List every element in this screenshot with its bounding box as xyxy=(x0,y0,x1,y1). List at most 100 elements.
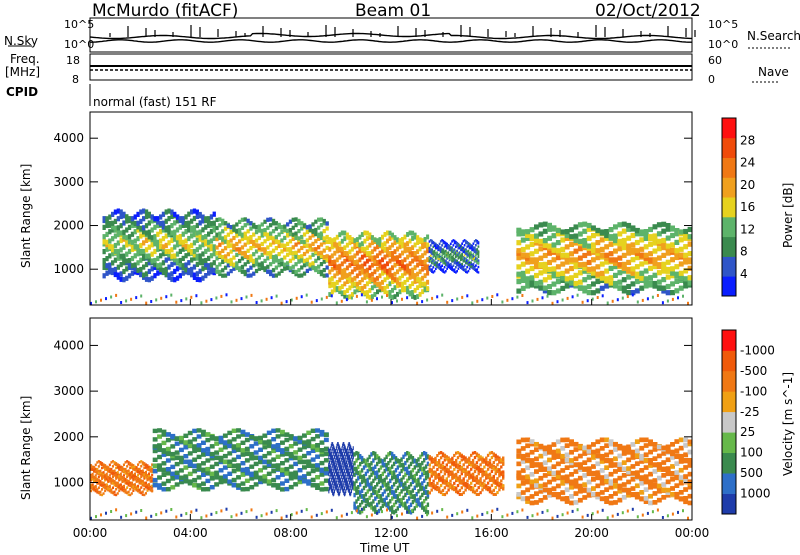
power-echo-cell xyxy=(657,270,662,275)
velocity-echo-cell xyxy=(197,463,202,467)
velocity-echo-cell xyxy=(306,479,311,483)
power-echo-cell xyxy=(560,229,565,234)
power-echo-cell xyxy=(626,260,631,265)
power-echo-cell xyxy=(218,223,221,227)
power-echo-cell xyxy=(574,257,579,262)
velocity-echo-cell xyxy=(236,434,241,438)
velocity-echo-cell xyxy=(148,483,150,486)
power-echo-cell xyxy=(142,209,145,214)
power-echo-cell xyxy=(309,224,312,228)
power-echo-cell xyxy=(560,275,565,280)
power-echo-cell xyxy=(478,256,480,258)
power-speckle xyxy=(366,300,368,303)
power-speckle xyxy=(276,295,278,298)
velocity-echo-cell xyxy=(162,487,167,491)
velocity-echo-cell xyxy=(110,489,112,492)
power-echo-cell xyxy=(204,273,207,278)
velocity-echo-cell xyxy=(166,487,171,491)
power-echo-cell xyxy=(309,255,312,259)
power-speckle xyxy=(461,296,463,299)
power-echo-cell xyxy=(516,289,521,294)
velocity-echo-cell xyxy=(157,443,162,447)
power-echo-cell xyxy=(538,239,543,244)
velocity-echo-cell xyxy=(284,447,289,451)
power-speckle xyxy=(657,294,659,297)
power-echo-cell xyxy=(613,224,618,229)
power-speckle xyxy=(511,297,513,300)
velocity-echo-cell xyxy=(306,444,311,448)
velocity-echo-cell xyxy=(227,460,232,464)
power-speckle xyxy=(436,295,438,298)
power-speckle xyxy=(687,302,689,305)
velocity-echo-cell xyxy=(324,438,329,442)
velocity-echo-cell xyxy=(245,471,250,475)
power-echo-cell xyxy=(232,256,235,260)
power-echo-cell xyxy=(283,225,286,229)
power-echo-cell xyxy=(595,288,600,293)
velocity-echo-cell xyxy=(162,473,167,477)
power-echo-cell xyxy=(600,237,605,242)
velocity-echo-cell xyxy=(175,456,180,460)
power-speckle xyxy=(331,294,333,297)
velocity-echo-cell xyxy=(205,447,210,451)
power-echo-cell xyxy=(666,275,671,280)
power-speckle xyxy=(481,298,483,301)
power-speckle xyxy=(100,299,102,302)
velocity-echo-cell xyxy=(192,478,197,482)
power-echo-cell xyxy=(569,275,574,280)
power-speckle xyxy=(637,301,639,304)
velocity-echo-cell xyxy=(175,482,180,486)
power-echo-cell xyxy=(595,272,600,277)
power-speckle xyxy=(145,302,147,305)
power-echo-cell xyxy=(373,277,376,282)
power-echo-cell xyxy=(323,249,326,253)
power-echo-cell xyxy=(294,243,297,247)
velocity-echo-cell xyxy=(140,486,142,489)
power-echo-cell xyxy=(653,238,658,243)
power-speckle xyxy=(627,295,629,298)
power-echo-cell xyxy=(560,262,565,267)
velocity-echo-cell xyxy=(232,429,237,433)
power-echo-cell xyxy=(473,243,475,245)
power-echo-cell xyxy=(653,281,658,286)
power-echo-cell xyxy=(609,257,614,262)
velocity-echo-cell xyxy=(276,448,281,452)
velocity-echo-cell xyxy=(183,454,188,458)
power-echo-cell xyxy=(455,266,457,268)
velocity-echo-cell xyxy=(320,487,325,491)
velocity-echo-cell xyxy=(166,458,171,462)
velocity-echo-cell xyxy=(188,440,193,444)
velocity-echo-cell xyxy=(175,462,180,466)
power-echo-cell xyxy=(179,216,182,221)
power-echo-cell xyxy=(556,240,561,245)
power-echo-cell xyxy=(294,232,297,236)
power-echo-cell xyxy=(666,223,671,228)
power-echo-cell xyxy=(578,239,583,244)
velocity-echo-cell xyxy=(289,485,294,489)
power-echo-cell xyxy=(578,246,583,251)
velocity-echo-cell xyxy=(142,491,144,494)
power-echo-cell xyxy=(617,262,622,267)
velocity-echo-cell xyxy=(271,469,276,473)
velocity-echo-cell xyxy=(311,437,316,441)
power-echo-cell xyxy=(543,262,548,267)
velocity-echo-cell xyxy=(241,441,246,445)
power-echo-cell xyxy=(604,283,609,288)
power-speckle xyxy=(446,301,448,304)
velocity-echo-cell xyxy=(245,467,250,471)
power-echo-cell xyxy=(426,286,429,291)
power-echo-cell xyxy=(465,248,467,250)
power-echo-cell xyxy=(674,240,679,245)
power-speckle xyxy=(537,298,539,301)
velocity-echo-cell xyxy=(324,487,329,491)
power-echo-cell xyxy=(657,285,662,290)
power-speckle xyxy=(246,296,248,299)
power-echo-cell xyxy=(456,250,458,252)
power-echo-cell xyxy=(373,247,376,252)
velocity-echo-cell xyxy=(175,450,180,454)
velocity-echo-cell xyxy=(320,440,325,444)
power-echo-cell xyxy=(193,240,196,245)
power-echo-cell xyxy=(666,267,671,272)
power-echo-cell xyxy=(534,257,539,262)
velocity-echo-cell xyxy=(175,471,180,475)
